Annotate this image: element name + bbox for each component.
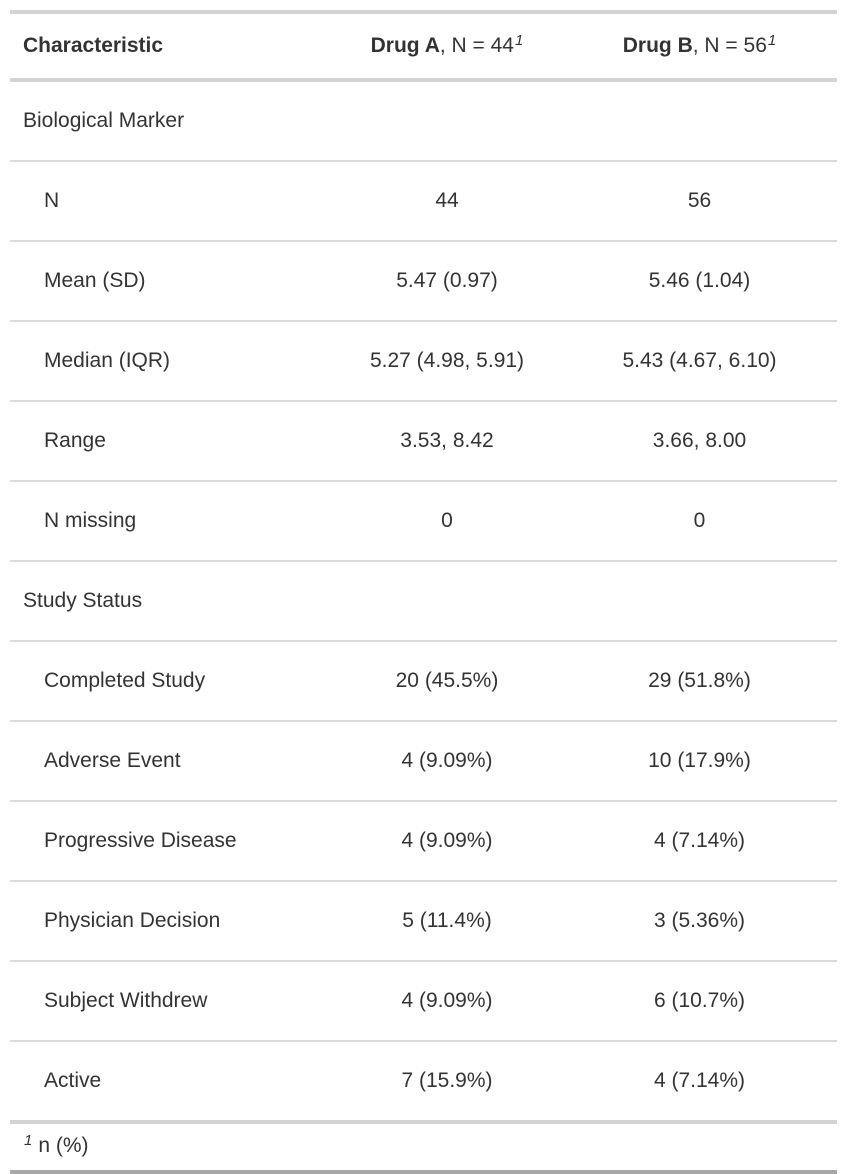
- summary-table: Characteristic Drug A, N = 441 Drug B, N…: [10, 10, 837, 1174]
- row-label: Range: [44, 429, 106, 452]
- cell-drug-b: 56: [687, 189, 712, 212]
- group-row: Biological Marker: [10, 80, 837, 161]
- row-label: Mean (SD): [44, 269, 146, 292]
- footnote: 1 n (%): [10, 1120, 837, 1172]
- header-row: Characteristic Drug A, N = 441 Drug B, N…: [10, 12, 837, 82]
- cell-drug-a: 5.27 (4.98, 5.91): [369, 349, 525, 372]
- column-header-drug-b: Drug B, N = 561: [562, 12, 837, 82]
- drug-a-n: , N = 44: [439, 34, 514, 57]
- table-row: Progressive Disease 4 (9.09%) 4 (7.14%): [10, 801, 837, 881]
- drug-a-name: Drug A: [370, 34, 440, 57]
- row-label: Completed Study: [44, 669, 206, 692]
- cell-drug-b: 3.66, 8.00: [652, 429, 747, 452]
- footnote-mark: 1: [767, 32, 777, 49]
- cell-drug-a: [332, 561, 562, 641]
- row-label: N missing: [44, 509, 137, 532]
- row-label: Median (IQR): [44, 349, 171, 372]
- table-row: N missing 0 0: [10, 481, 837, 561]
- cell-drug-b: 4 (7.14%): [653, 829, 746, 852]
- drug-b-name: Drug B: [622, 34, 693, 57]
- row-label: Physician Decision: [44, 909, 221, 932]
- row-label: Subject Withdrew: [44, 989, 208, 1012]
- row-label: Adverse Event: [44, 749, 181, 772]
- table-row: Range 3.53, 8.42 3.66, 8.00: [10, 401, 837, 481]
- row-label: Active: [44, 1069, 102, 1092]
- table-row: Adverse Event 4 (9.09%) 10 (17.9%): [10, 721, 837, 801]
- footnote-mark: 1: [515, 32, 524, 49]
- footnote-mark: 1: [24, 1132, 33, 1149]
- row-label: Biological Marker: [23, 109, 185, 132]
- column-header-drug-a: Drug A, N = 441: [332, 12, 562, 82]
- drug-b-n: , N = 56: [692, 34, 767, 57]
- table-row: Mean (SD) 5.47 (0.97) 5.46 (1.04): [10, 241, 837, 321]
- column-header-characteristic: Characteristic: [10, 12, 332, 82]
- cell-drug-a: 5 (11.4%): [402, 909, 492, 932]
- table-row: N 44 56: [10, 161, 837, 241]
- footnote-row: 1 n (%): [10, 1120, 837, 1172]
- table-body: Biological Marker N 44 56 Mean (SD) 5.47 (0.9…: [10, 80, 837, 1122]
- cell-drug-a: 4 (9.09%): [401, 749, 493, 772]
- cell-drug-b: 6 (10.7%): [653, 989, 746, 1012]
- cell-drug-a: 5.47 (0.97): [396, 269, 498, 292]
- cell-drug-a: 20 (45.5%): [395, 669, 499, 692]
- row-label: Progressive Disease: [44, 829, 237, 852]
- cell-drug-b: 0: [693, 509, 706, 532]
- table-row: Completed Study 20 (45.5%) 29 (51.8%): [10, 641, 837, 721]
- group-row: Study Status: [10, 561, 837, 641]
- table-row: Physician Decision 5 (11.4%) 3 (5.36%): [10, 881, 837, 961]
- row-label: Study Status: [23, 589, 143, 612]
- cell-drug-a: 4 (9.09%): [401, 829, 493, 852]
- cell-drug-a: 0: [441, 509, 453, 532]
- cell-drug-a: 7 (15.9%): [401, 1069, 493, 1092]
- table-row: Active 7 (15.9%) 4 (7.14%): [10, 1041, 837, 1122]
- table-footer: 1 n (%): [10, 1120, 837, 1172]
- cell-drug-b: [562, 80, 837, 161]
- cell-drug-b: 5.43 (4.67, 6.10): [622, 349, 777, 372]
- cell-drug-a: [332, 80, 562, 161]
- cell-drug-a: 3.53, 8.42: [400, 429, 494, 452]
- table-row: Subject Withdrew 4 (9.09%) 6 (10.7%): [10, 961, 837, 1041]
- row-label: N: [44, 189, 60, 212]
- cell-drug-a: 44: [435, 189, 459, 212]
- cell-drug-b: 5.46 (1.04): [648, 269, 751, 292]
- cell-drug-b: 4 (7.14%): [653, 1069, 746, 1092]
- cell-drug-b: 29 (51.8%): [648, 669, 751, 692]
- cell-drug-b: 10 (17.9%): [648, 749, 751, 772]
- table-header: Characteristic Drug A, N = 441 Drug B, N…: [10, 12, 837, 82]
- footnote-text: n (%): [38, 1134, 89, 1157]
- cell-drug-b: 3 (5.36%): [653, 909, 746, 932]
- table-row: Median (IQR) 5.27 (4.98, 5.91) 5.43 (4.67,…: [10, 321, 837, 401]
- cell-drug-a: 4 (9.09%): [401, 989, 493, 1012]
- cell-drug-b: [562, 561, 837, 641]
